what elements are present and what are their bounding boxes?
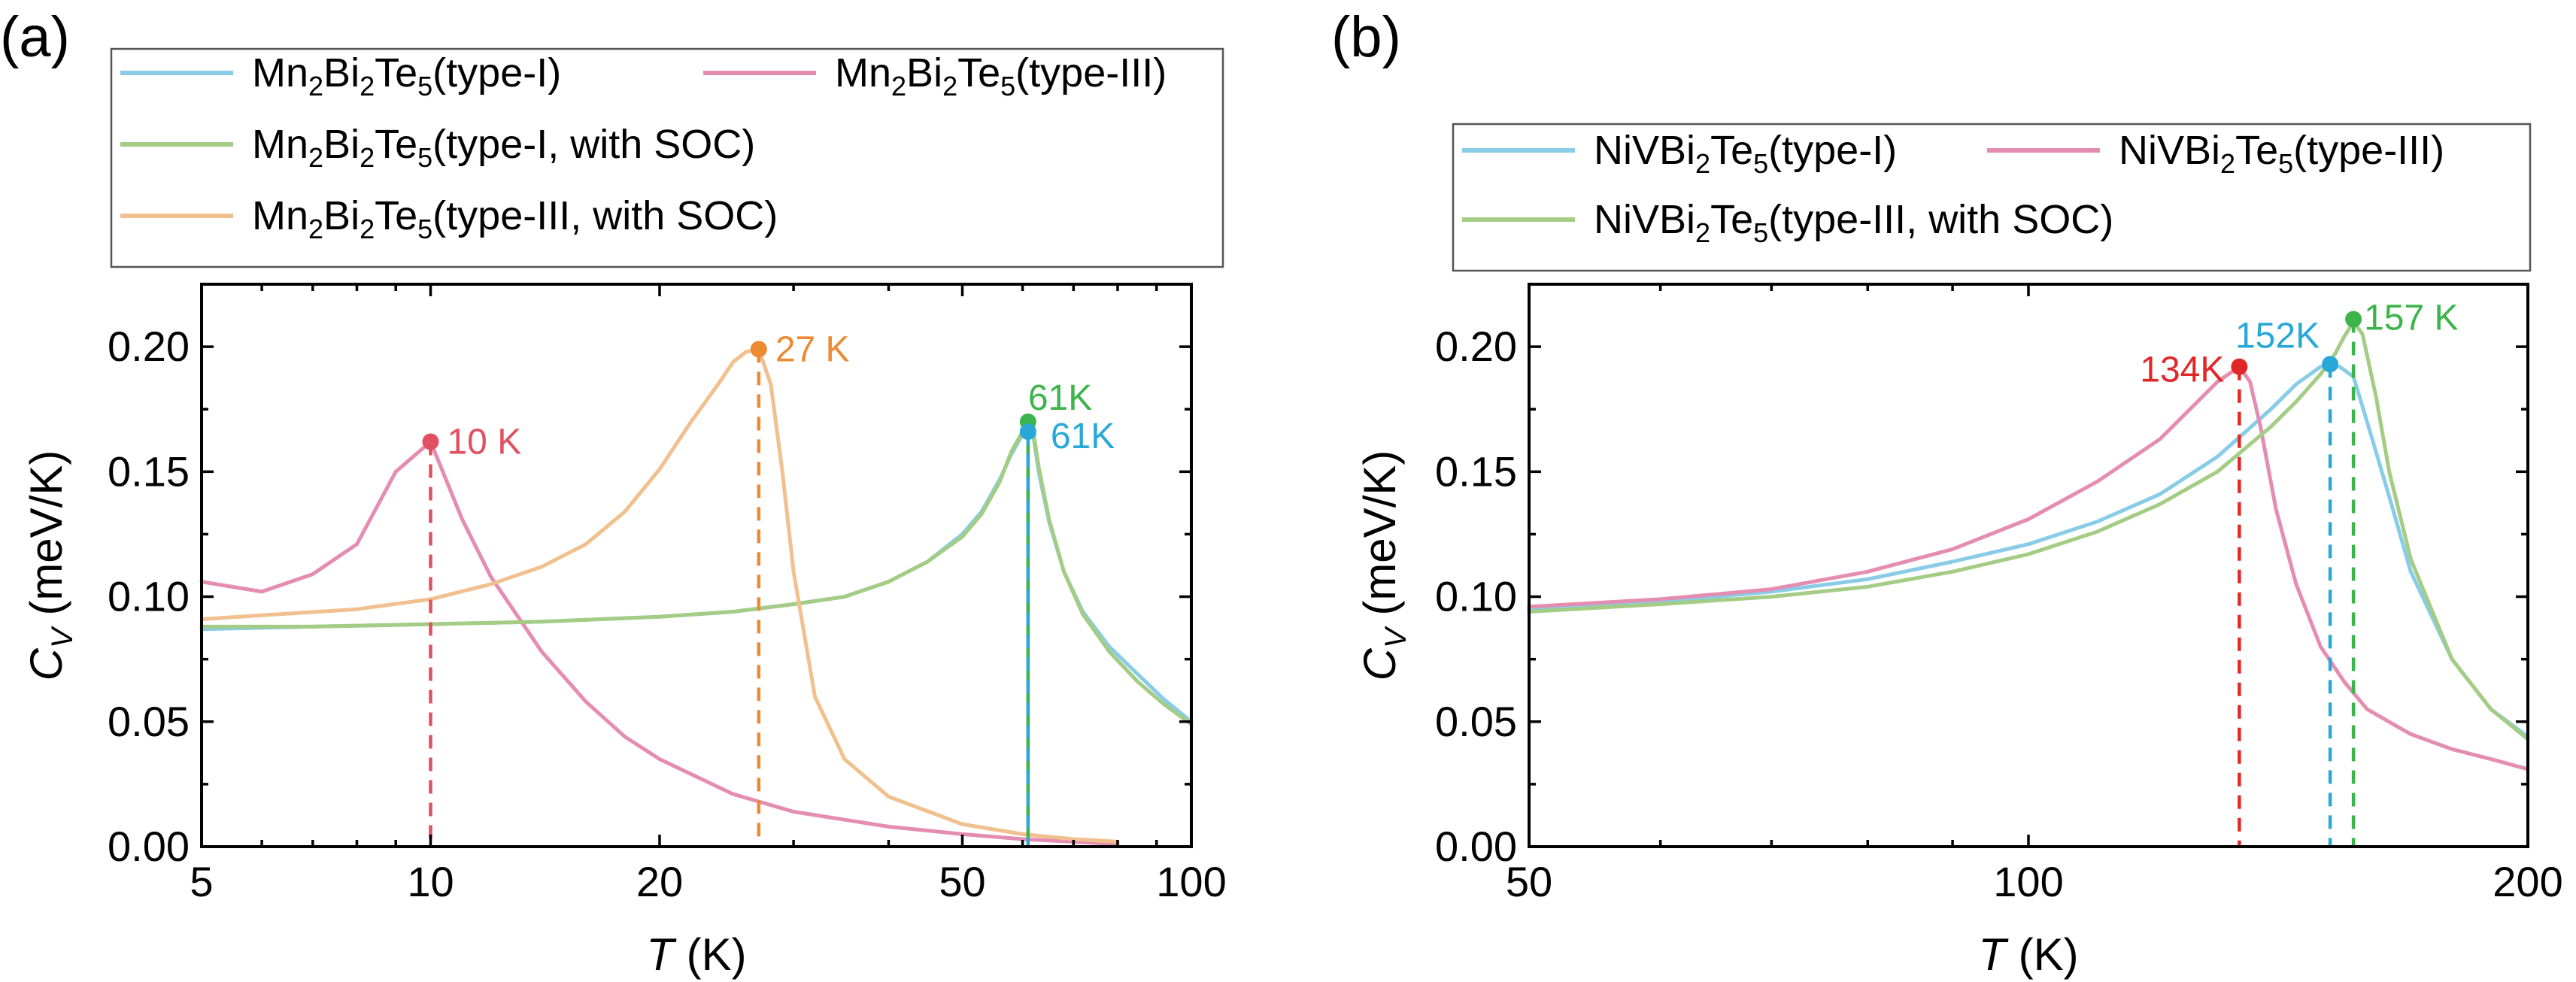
peak-label: 152K xyxy=(2235,316,2320,356)
legend-entry-b-type-iii: NiVBi2Te5(type-III) xyxy=(1987,128,2444,179)
peak-label: 61K xyxy=(1028,378,1092,418)
series-line-1 xyxy=(1527,365,2530,771)
peak-marker xyxy=(1019,423,1036,441)
peak-label: 27 K xyxy=(775,329,850,369)
x-tick-label: 100 xyxy=(1156,858,1226,905)
peak-marker xyxy=(2345,311,2362,328)
panel-b: (b) NiVBi2Te5(type-I) NiVBi2Te5(type-III… xyxy=(1331,5,2563,980)
legend-label: Mn2Bi2Te5(type-III) xyxy=(835,50,1167,102)
series-line-2 xyxy=(1527,320,2530,741)
legend-label: NiVBi2Te5(type-III) xyxy=(2119,128,2444,179)
plot-area-b: 134K 152K 157 K xyxy=(1527,299,2530,847)
peak-marker xyxy=(750,341,767,358)
y-tick-label: 0.20 xyxy=(1435,323,1517,370)
x-tick-label: 200 xyxy=(2493,858,2562,905)
peak-marker xyxy=(2231,358,2248,375)
legend-entry-a-type-i: Mn2Bi2Te5(type-I) xyxy=(120,50,561,102)
peak-marker xyxy=(422,433,439,450)
panel-label-b: (b) xyxy=(1331,5,1401,69)
x-tick-label: 20 xyxy=(636,858,683,905)
x-tick-label: 50 xyxy=(939,858,985,905)
axes-frame-a xyxy=(200,283,1193,848)
x-axis-title-a: T (K) xyxy=(646,929,746,980)
x-axis-title-b: T (K) xyxy=(1978,929,2078,980)
axes-a: 0.00 0.05 0.10 0.15 0.20 5 10 20 50 100 xyxy=(108,283,1227,905)
legend-entry-a-type-iii-soc: Mn2Bi2Te5(type-III, with SOC) xyxy=(120,193,778,244)
panel-label-a: (a) xyxy=(0,5,70,69)
legend-b: NiVBi2Te5(type-I) NiVBi2Te5(type-III) Ni… xyxy=(1452,123,2532,272)
axes-frame-b xyxy=(1528,283,2529,848)
panel-a: (a) Mn2Bi2Te5(type-I) Mn2Bi2Te5(type-III… xyxy=(0,5,1227,980)
x-tick-label: 50 xyxy=(1506,858,1552,905)
peak-marker xyxy=(2322,356,2339,373)
legend-box-a xyxy=(110,47,1224,268)
legend-entry-b-type-i: NiVBi2Te5(type-I) xyxy=(1462,128,1897,179)
legend-entry-b-type-iii-soc: NiVBi2Te5(type-III, with SOC) xyxy=(1462,197,2113,248)
series-line-1 xyxy=(199,439,1120,847)
x-tick-label: 10 xyxy=(407,858,454,905)
legend-label: Mn2Bi2Te5(type-I) xyxy=(252,50,561,102)
y-axis-title-a: CV (meV/K) xyxy=(21,450,79,681)
y-tick-label: 0.10 xyxy=(1435,573,1517,620)
legend-label: Mn2Bi2Te5(type-III, with SOC) xyxy=(252,193,778,244)
series-line-0 xyxy=(1527,362,2530,739)
y-tick-label: 0.05 xyxy=(108,698,190,745)
peak-label: 157 K xyxy=(2364,299,2458,338)
y-tick-label: 0.15 xyxy=(108,447,190,495)
legend-a: Mn2Bi2Te5(type-I) Mn2Bi2Te5(type-III) Mn… xyxy=(110,47,1224,268)
series-line-0 xyxy=(199,425,1194,724)
series-line-2 xyxy=(199,420,1194,726)
y-tick-label: 0.10 xyxy=(108,573,190,620)
x-tick-label: 100 xyxy=(1993,858,2063,905)
peak-label: 61K xyxy=(1051,417,1115,456)
y-axis-title-b: CV (meV/K) xyxy=(1355,450,1412,681)
legend-label: NiVBi2Te5(type-III, with SOC) xyxy=(1594,197,2113,248)
y-tick-label: 0.20 xyxy=(108,323,190,370)
legend-label: NiVBi2Te5(type-I) xyxy=(1594,128,1897,179)
y-tick-label: 0.15 xyxy=(1435,447,1517,495)
x-tick-label: 5 xyxy=(190,858,213,905)
y-tick-label: 0.00 xyxy=(1435,823,1517,870)
y-tick-label: 0.05 xyxy=(1435,698,1517,745)
axes-b: 0.00 0.05 0.10 0.15 0.20 50 100 200 xyxy=(1435,283,2563,905)
legend-entry-a-type-i-soc: Mn2Bi2Te5(type-I, with SOC) xyxy=(120,122,755,173)
peak-label: 10 K xyxy=(447,422,521,462)
legend-label: Mn2Bi2Te5(type-I, with SOC) xyxy=(252,122,755,173)
series-line-3 xyxy=(199,347,1120,844)
legend-entry-a-type-iii: Mn2Bi2Te5(type-III) xyxy=(703,50,1167,102)
peak-label: 134K xyxy=(2140,350,2224,390)
y-tick-label: 0.00 xyxy=(108,823,190,870)
